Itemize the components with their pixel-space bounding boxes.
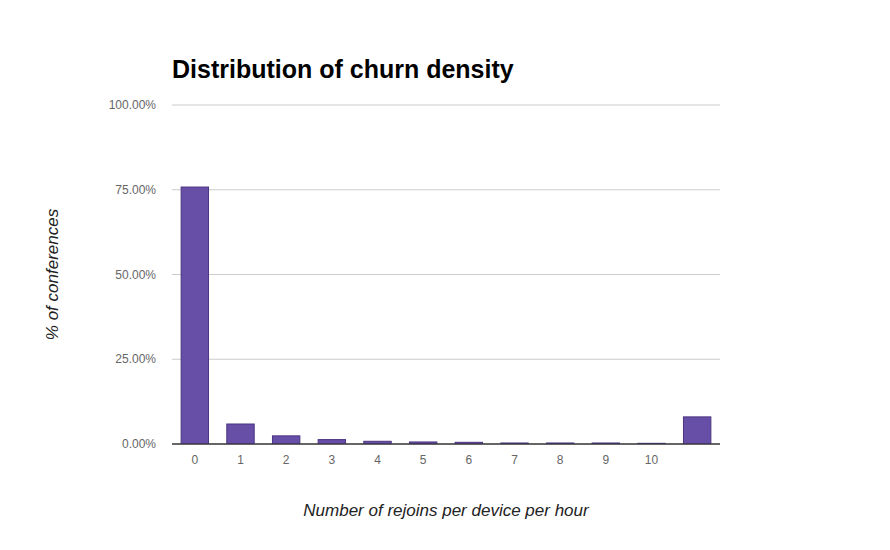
bars [181,187,711,444]
x-tick-label: 0 [191,453,198,467]
y-tick-label: 100.00% [109,98,157,112]
grid-line [172,274,720,275]
grid-line [172,359,720,360]
bar [227,424,254,444]
y-tick-label: 75.00% [115,183,156,197]
grid-line [172,189,720,190]
y-tick-label: 0.00% [122,437,156,451]
chart-title: Distribution of churn density [172,55,514,83]
y-tick-label: 50.00% [115,268,156,282]
x-axis-line [172,444,720,445]
chart-svg: Distribution of churn density 0.00% 25.00%… [0,0,890,550]
x-tick-label: 5 [420,453,427,467]
grid-line [172,105,720,106]
bar [181,187,208,444]
x-tick-label: 3 [328,453,335,467]
y-axis-label: % of conferences [43,208,62,340]
grid-line [172,444,720,445]
x-tick-label: 2 [283,453,290,467]
chart-container: Distribution of churn density 0.00% 25.00%… [0,0,890,550]
x-axis-label: Number of rejoins per device per hour [303,501,590,520]
x-tick-label: 10 [645,453,659,467]
bar [683,417,710,444]
x-tick-label: 1 [237,453,244,467]
x-tick-label: 8 [557,453,564,467]
bar [272,436,299,444]
x-tick-label: 6 [465,453,472,467]
x-tick-label: 9 [602,453,609,467]
x-tick-label: 7 [511,453,518,467]
y-tick-label: 25.00% [115,352,156,366]
bar [318,440,345,444]
x-tick-label: 4 [374,453,381,467]
